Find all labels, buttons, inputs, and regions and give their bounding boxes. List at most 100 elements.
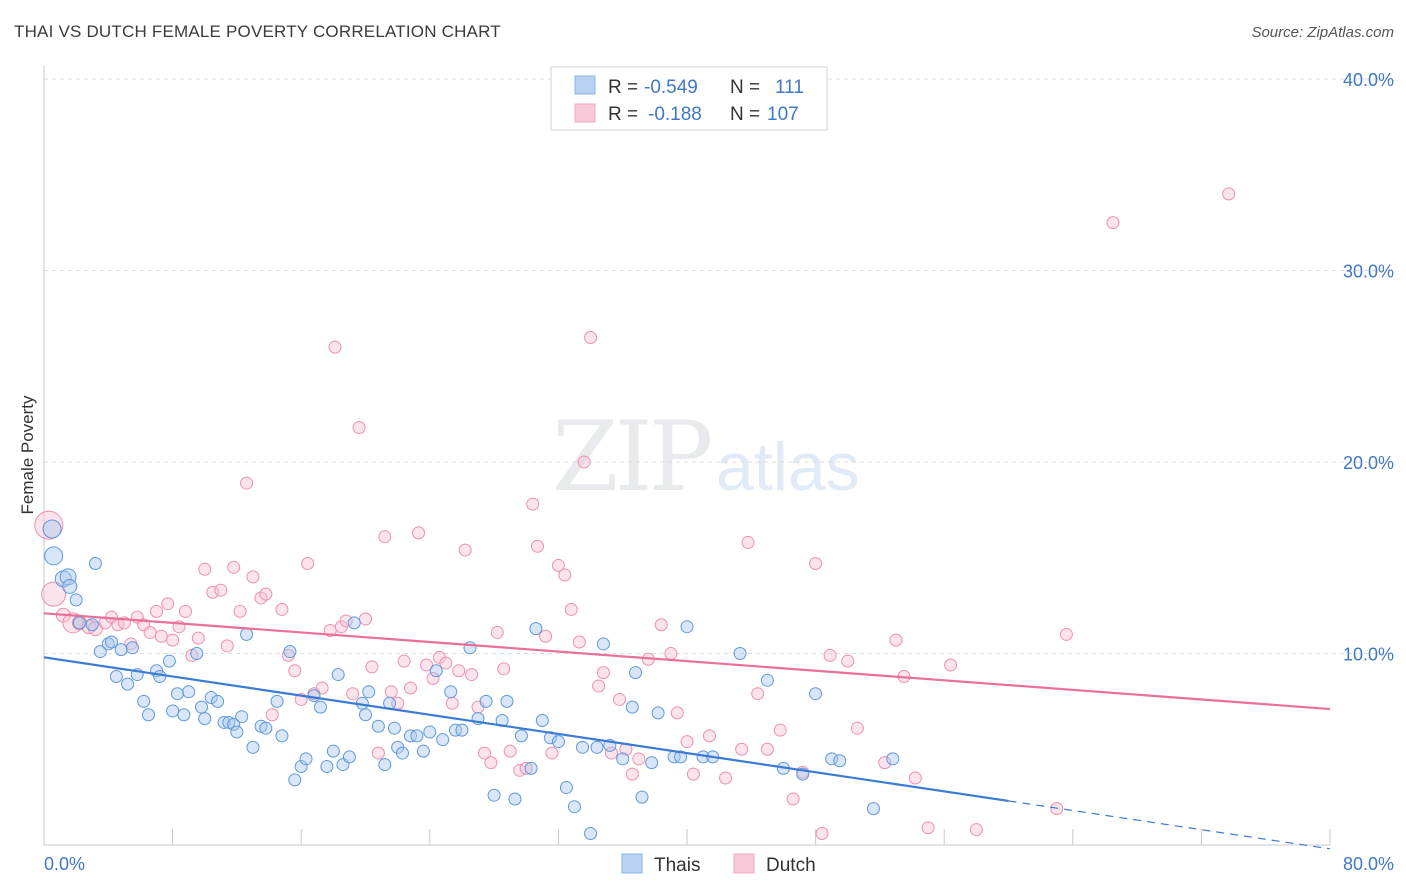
dutch-point (1059, 627, 1073, 641)
dutch-point (458, 543, 472, 557)
legend-r-label-dutch: R = (608, 104, 638, 125)
y-tick-label: 30.0% (1343, 262, 1394, 282)
thais-point (93, 645, 107, 659)
dutch-point (452, 664, 466, 678)
dutch-point (143, 625, 157, 639)
dutch-point (339, 614, 353, 628)
thais-point (674, 750, 688, 764)
thais-point (410, 729, 424, 743)
thais-point (170, 687, 184, 701)
thais-point (378, 758, 392, 772)
thais-point (825, 752, 839, 766)
legend-swatch-thais (574, 75, 596, 95)
thais-point (240, 627, 254, 641)
thais-point (487, 788, 501, 802)
dutch-point (315, 681, 329, 695)
thais-point (551, 735, 565, 749)
thais-point (833, 754, 847, 768)
thais-point (331, 668, 345, 682)
thais-point (204, 691, 218, 705)
dutch-point (751, 687, 765, 701)
dutch-point (371, 746, 385, 760)
watermark-zip: ZIP (552, 401, 711, 513)
thais-point (371, 719, 385, 733)
dutch-point (41, 581, 67, 607)
dutch-point (412, 526, 426, 540)
thais-point (44, 546, 64, 566)
thais-point (514, 729, 528, 743)
thais-point (283, 645, 297, 659)
dutch-point (908, 771, 922, 785)
dutch-point (572, 635, 586, 649)
dutch-point (227, 560, 241, 574)
thais-point (629, 666, 643, 680)
dutch-point (680, 735, 694, 749)
y-tick-label: 20.0% (1343, 453, 1394, 473)
bottom-legend-label-dutch: Dutch (766, 855, 816, 876)
thais-point (153, 669, 167, 683)
watermark-atlas: atlas (716, 429, 860, 505)
thais-point (500, 694, 514, 708)
legend-n-value-thais: 111 (775, 77, 804, 98)
thais-point (313, 700, 327, 714)
watermark: ZIP atlas (552, 401, 860, 513)
dutch-point (969, 823, 983, 837)
y-axis-tick-labels: 10.0% 20.0% 30.0% 40.0% (1343, 70, 1394, 665)
thais-trend-extension (1008, 800, 1331, 850)
y-axis-title: Female Poverty (18, 395, 37, 515)
series-legend: Thais Dutch (621, 853, 816, 876)
thais-point (625, 700, 639, 714)
dutch-point (815, 827, 829, 841)
dutch-point (288, 664, 302, 678)
dutch-point (551, 558, 565, 572)
thais-point (809, 687, 823, 701)
thais-point (508, 792, 522, 806)
dutch-point (178, 604, 192, 618)
thais-point (227, 717, 241, 731)
thais-point (576, 740, 590, 754)
dutch-point (625, 767, 639, 781)
dutch-point (477, 746, 491, 760)
thais-point (359, 708, 372, 722)
x-tick-label-min: 0.0% (44, 854, 85, 874)
thais-point (733, 647, 747, 660)
dutch-point (823, 648, 837, 662)
dutch-point (786, 792, 800, 806)
dutch-point (670, 706, 684, 720)
dutch-point (154, 629, 168, 643)
x-axis-ticks (43, 829, 1331, 845)
thais-point (299, 752, 313, 766)
source-credit: Source: ZipAtlas.com (1251, 24, 1394, 41)
dutch-point (558, 568, 572, 582)
dutch-point (397, 654, 411, 668)
thais-point (141, 708, 155, 722)
thais-point (125, 641, 139, 655)
y-tick-label: 10.0% (1343, 645, 1394, 665)
thais-point (680, 620, 694, 634)
dutch-point (214, 583, 228, 597)
correlation-legend: R = -0.549 N = 111 R = -0.188 N = 107 (550, 66, 828, 131)
dutch-point (735, 742, 749, 756)
dutch-point (259, 587, 273, 601)
legend-frame (550, 66, 828, 131)
dutch-point (246, 570, 260, 584)
dutch-point (198, 562, 212, 576)
dutch-point (878, 756, 892, 770)
dutch-point (526, 497, 540, 511)
dutch-point (841, 654, 855, 668)
dutch-point (484, 756, 498, 770)
thais-point (246, 740, 260, 754)
dutch-point (384, 685, 398, 699)
legend-r-label-thais: R = (608, 77, 638, 98)
thais-point (211, 694, 225, 708)
thais-point (85, 618, 99, 632)
thais-point (69, 593, 83, 607)
thais-point (479, 694, 493, 708)
dutch-point (519, 761, 533, 775)
dutch-point (760, 742, 774, 756)
x-tick-label-max: 80.0% (1343, 854, 1394, 874)
dutch-point (420, 658, 434, 672)
legend-n-value-dutch: 107 (767, 104, 799, 125)
dutch-point (161, 597, 175, 611)
